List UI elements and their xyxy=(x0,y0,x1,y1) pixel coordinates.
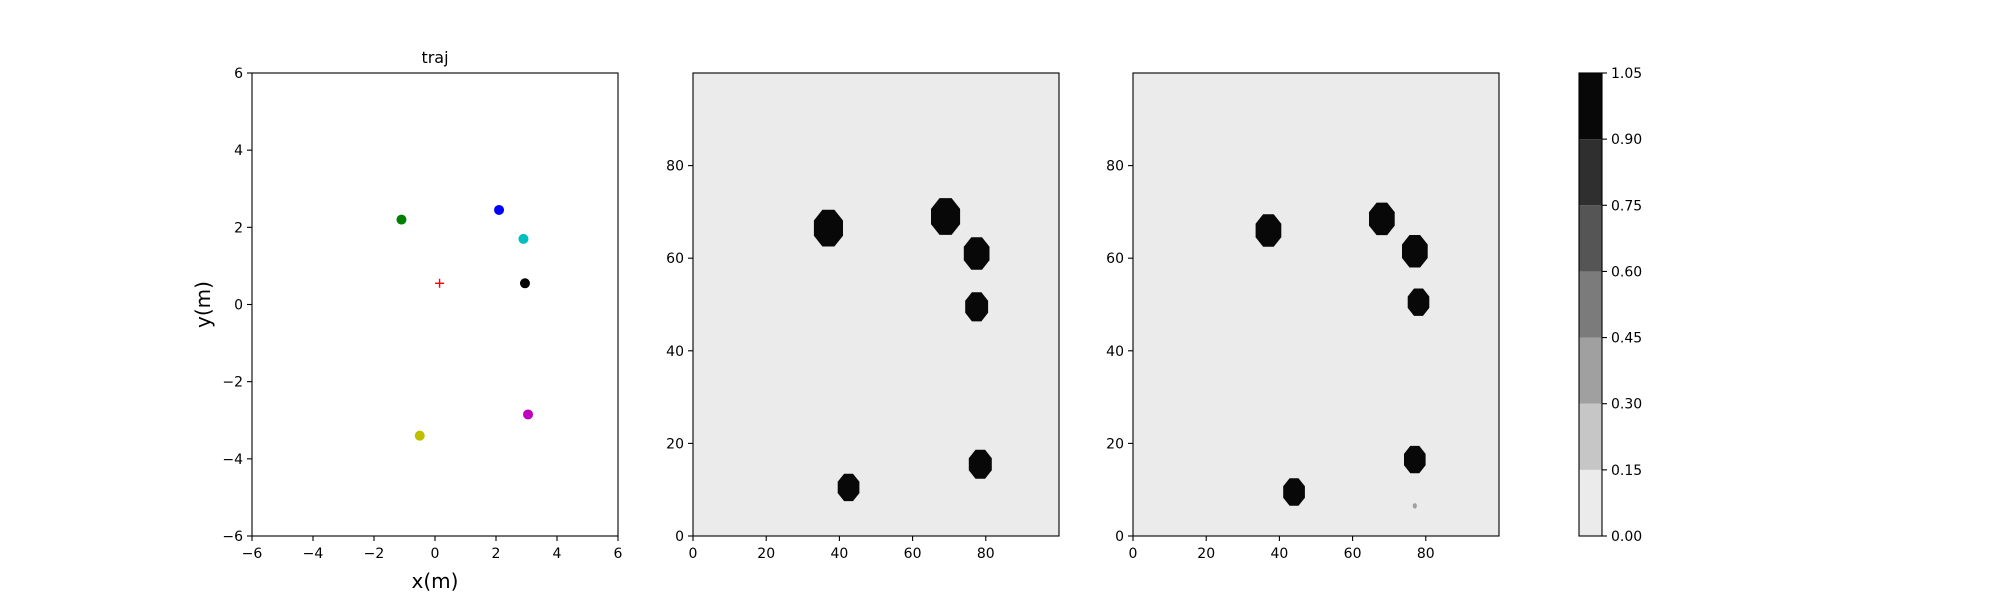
x-tick-label: −4 xyxy=(303,546,324,562)
x-tick-label: 0 xyxy=(431,546,440,562)
x-tick-label: −6 xyxy=(242,546,263,562)
goal-marker xyxy=(435,278,445,288)
obstacle-blob xyxy=(931,198,961,235)
map-background xyxy=(693,73,1059,536)
obstacle-blob xyxy=(963,237,990,270)
occupancy-map-1: 0 20 40 60 80 0 20 40 60 80 xyxy=(666,72,1060,562)
y-tick-label: 4 xyxy=(234,143,243,159)
x-tick-label: 60 xyxy=(1344,546,1362,562)
obstacle-blob xyxy=(1402,235,1428,268)
x-tick-label: 0 xyxy=(689,546,698,562)
agent-point xyxy=(518,233,529,244)
plot-frame xyxy=(1132,72,1500,537)
obstacle-blob xyxy=(813,209,843,247)
obstacle-blob xyxy=(1369,202,1395,236)
trajectory-plot: traj −6 −4 −2 0 2 4 6 −6 −4 −2 0 2 4 6 x(m) y(m) xyxy=(191,48,623,593)
plot-title: traj xyxy=(421,48,448,67)
x-tick-label: 4 xyxy=(553,546,562,562)
y-tick-label: 60 xyxy=(666,251,684,267)
y-tick-label: 80 xyxy=(1106,159,1124,175)
obstacle-blob xyxy=(965,292,989,322)
x-tick-label: 2 xyxy=(492,546,501,562)
x-tick-label: −2 xyxy=(364,546,385,562)
colorbar-tick-label: 0.45 xyxy=(1611,331,1642,347)
plot-frame xyxy=(251,72,619,537)
colorbar: 0.00 0.15 0.30 0.45 0.60 0.75 0.90 1.05 xyxy=(1578,66,1642,545)
colorbar-tick-label: 0.60 xyxy=(1611,264,1642,280)
y-tick-label: 0 xyxy=(234,298,243,314)
agent-point xyxy=(396,214,407,225)
x-tick-label: 20 xyxy=(757,546,775,562)
y-tick-label: 0 xyxy=(1115,529,1124,545)
occupancy-map-2: 0 20 40 60 80 0 20 40 60 80 xyxy=(1106,72,1500,562)
colorbar-frame xyxy=(1578,72,1603,537)
colorbar-tick-label: 0.15 xyxy=(1611,463,1642,479)
x-tick-label: 80 xyxy=(977,546,995,562)
x-tick-label: 40 xyxy=(1270,546,1288,562)
y-tick-label: 0 xyxy=(675,529,684,545)
y-axis-title: y(m) xyxy=(191,281,215,328)
x-tick-label: 0 xyxy=(1129,546,1138,562)
obstacle-blob xyxy=(1283,478,1305,506)
x-tick-label: 20 xyxy=(1197,546,1215,562)
x-tick-label: 6 xyxy=(614,546,623,562)
colorbar-band xyxy=(1579,403,1602,470)
obstacle-blob xyxy=(1404,445,1426,474)
x-tick-label: 60 xyxy=(904,546,922,562)
colorbar-tick-label: 1.05 xyxy=(1611,66,1642,82)
colorbar-tick-label: 0.75 xyxy=(1611,198,1642,214)
colorbar-band xyxy=(1579,139,1602,206)
y-tick-label: −4 xyxy=(222,452,243,468)
colorbar-band xyxy=(1579,73,1602,140)
y-tick-label: −2 xyxy=(222,375,243,391)
colorbar-band xyxy=(1579,337,1602,404)
y-tick-label: 60 xyxy=(1106,251,1124,267)
y-tick-label: 40 xyxy=(1106,344,1124,360)
colorbar-tick-label: 0.90 xyxy=(1611,132,1642,148)
agent-point xyxy=(414,430,425,441)
obstacle-blob xyxy=(1255,214,1282,247)
plot-frame xyxy=(692,72,1060,537)
x-tick-label: 80 xyxy=(1417,546,1435,562)
colorbar-tick-label: 0.30 xyxy=(1611,397,1642,413)
y-tick-label: 2 xyxy=(234,220,243,236)
x-tick-label: 40 xyxy=(830,546,848,562)
colorbar-band xyxy=(1579,205,1602,272)
colorbar-band xyxy=(1579,271,1602,338)
map-background xyxy=(1133,73,1499,536)
obstacle-blob xyxy=(1407,288,1430,316)
obstacle-blob xyxy=(1412,503,1417,509)
agent-point xyxy=(494,204,505,215)
y-tick-label: 20 xyxy=(666,436,684,452)
y-tick-label: 6 xyxy=(234,66,243,82)
obstacle-blob xyxy=(837,473,860,502)
x-axis-title: x(m) xyxy=(412,569,459,593)
y-tick-label: 80 xyxy=(666,159,684,175)
colorbar-band xyxy=(1579,469,1602,536)
y-tick-label: −6 xyxy=(222,529,243,545)
y-tick-label: 20 xyxy=(1106,436,1124,452)
obstacle-blob xyxy=(968,449,992,479)
colorbar-tick-label: 0.00 xyxy=(1611,529,1642,545)
y-tick-label: 40 xyxy=(666,344,684,360)
agent-point xyxy=(523,409,534,420)
agent-point xyxy=(519,278,530,289)
